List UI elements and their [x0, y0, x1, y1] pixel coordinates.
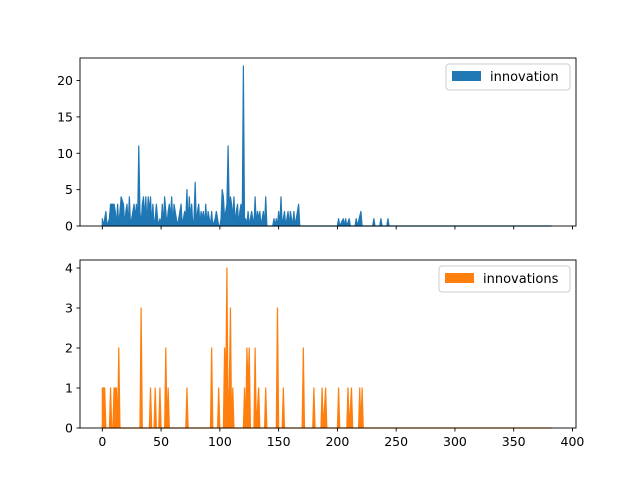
top-y-tick-label-2: 10 — [57, 146, 73, 161]
bottom-x-tick-label-7: 350 — [502, 434, 526, 449]
top-legend-label: innovation — [490, 70, 559, 85]
top-y-tick-label-1: 5 — [65, 182, 73, 197]
bottom-y-axis: 0 1 2 3 4 — [65, 261, 80, 436]
bottom-x-tick-label-2: 100 — [208, 434, 232, 449]
top-y-tick-label-4: 20 — [57, 73, 73, 88]
bottom-x-tick-label-3: 150 — [267, 434, 291, 449]
top-y-axis: 0 5 10 15 20 — [57, 73, 80, 234]
bottom-y-tick-label-2: 2 — [65, 341, 73, 356]
bottom-subplot: 0 1 2 3 4 0 50 100 150 200 250 300 350 400 innovatio… — [65, 259, 584, 449]
top-series-marks — [101, 65, 552, 227]
bottom-legend-swatch — [445, 273, 474, 283]
top-subplot: 0 5 10 15 20 innovation — [57, 57, 577, 234]
bottom-legend: innovations — [438, 265, 571, 293]
bottom-y-tick-label-3: 3 — [65, 301, 73, 316]
bottom-x-tick-label-8: 400 — [561, 434, 585, 449]
top-y-tick-label-0: 0 — [65, 219, 73, 234]
bottom-x-tick-label-5: 250 — [384, 434, 408, 449]
bottom-x-axis: 0 50 100 150 200 250 300 350 400 — [98, 428, 584, 449]
bottom-axes-frame — [79, 259, 577, 429]
top-axes-frame — [79, 57, 577, 227]
bottom-x-tick-label-6: 300 — [443, 434, 467, 449]
bottom-y-tick-label-0: 0 — [65, 421, 73, 436]
top-series-area-0 — [101, 65, 552, 227]
top-legend: innovation — [445, 63, 571, 91]
bottom-legend-box — [438, 265, 571, 293]
top-x-axis — [101, 226, 573, 230]
bottom-y-tick-label-1: 1 — [65, 381, 73, 396]
bottom-x-tick-label-0: 0 — [98, 434, 106, 449]
bottom-y-tick-label-4: 4 — [65, 261, 73, 276]
top-legend-box — [445, 63, 571, 91]
bottom-x-tick-label-1: 50 — [153, 434, 169, 449]
bottom-legend-label: innovations — [483, 272, 559, 287]
top-legend-swatch — [452, 71, 481, 81]
bottom-x-tick-label-4: 200 — [325, 434, 349, 449]
top-y-tick-label-3: 15 — [57, 109, 73, 124]
